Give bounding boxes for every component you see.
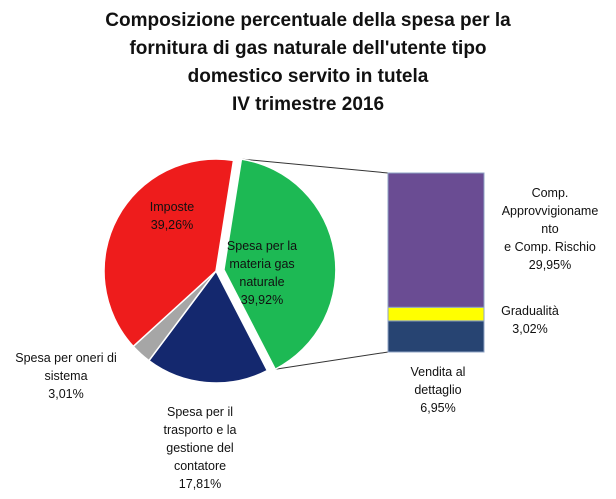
slice-label: 3,01% [48, 387, 83, 401]
slice-label: 17,81% [179, 477, 221, 491]
slice-label: trasporto e la [164, 423, 237, 437]
title-line: domestico servito in tutela [188, 66, 429, 87]
bar-segment [387, 306, 485, 322]
connector-lines [241, 158, 389, 370]
slice-label: gestione del [166, 441, 233, 455]
breakdown-bar [387, 172, 485, 353]
pie [103, 158, 337, 384]
bar-label: Gradualità [501, 304, 559, 318]
slice-label: 39,92% [241, 293, 283, 307]
slice-label: 39,26% [151, 218, 193, 232]
connector-line [275, 351, 389, 370]
slice-label: contatore [174, 459, 226, 473]
bar-label: 3,02% [512, 322, 547, 336]
connector-line [241, 158, 389, 174]
bar-segment [387, 320, 485, 353]
bar-label: nto [541, 222, 558, 236]
slice-label: Spesa per la [227, 239, 297, 253]
data-labels: Spesa per la materia gas naturale 39,92% Spe… [15, 186, 598, 491]
slice-label: Imposte [150, 200, 195, 214]
bar-label: 29,95% [529, 258, 571, 272]
slice-label: materia gas [229, 257, 294, 271]
slice-label: Spesa per il [167, 405, 233, 419]
pie-slice [223, 158, 337, 371]
bar-label: Approvvigioname [502, 204, 599, 218]
bar-segment [387, 172, 485, 308]
title-line: IV trimestre 2016 [232, 94, 384, 115]
slice-label: naturale [239, 275, 284, 289]
bar-label: dettaglio [414, 383, 461, 397]
slice-label: Spesa per oneri di [15, 351, 116, 365]
title-line: fornitura di gas naturale dell'utente ti… [129, 38, 486, 59]
bar-label: e Comp. Rischio [504, 240, 596, 254]
pie-slice [103, 158, 235, 348]
bar-label: 6,95% [420, 401, 455, 415]
slice-label: sistema [44, 369, 87, 383]
bar-label: Comp. [532, 186, 569, 200]
pie-slice [147, 269, 269, 384]
chart-title: Composizione percentuale della spesa per… [105, 10, 511, 115]
title-line: Composizione percentuale della spesa per… [105, 10, 511, 31]
bar-label: Vendita al [411, 365, 466, 379]
